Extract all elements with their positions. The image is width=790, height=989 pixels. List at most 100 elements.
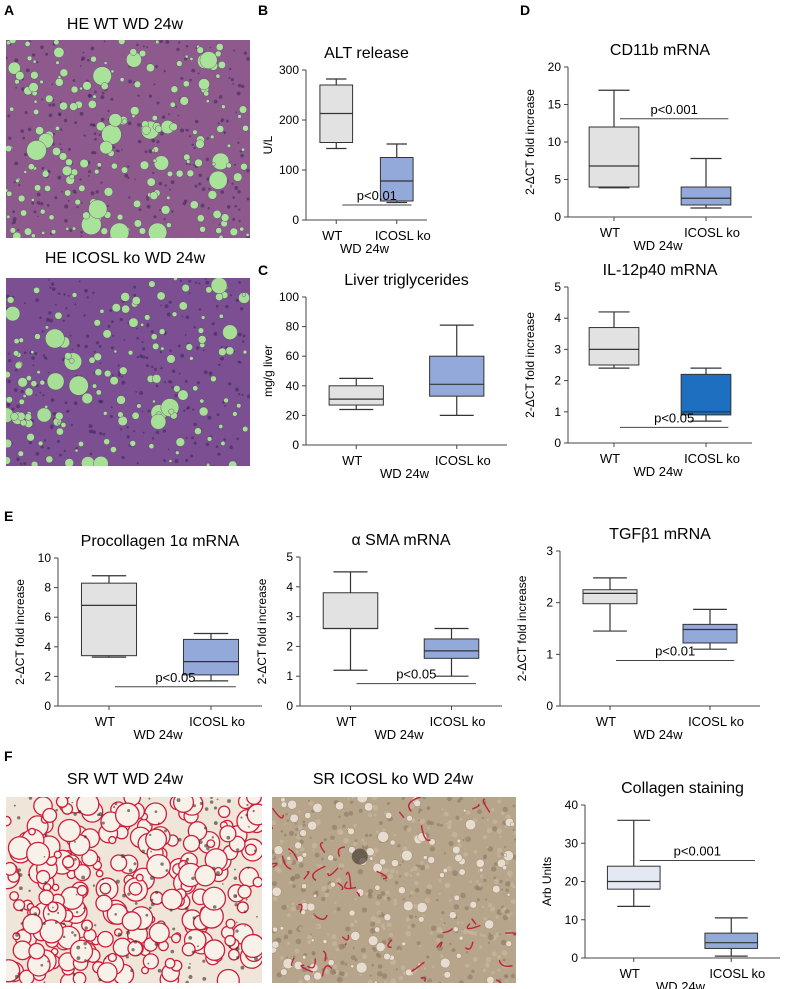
nucleus-dot	[231, 182, 234, 185]
fat-vacuole	[225, 918, 236, 929]
tissue-speck	[384, 980, 387, 983]
nucleus-dot	[54, 303, 57, 306]
nucleus-dot	[178, 372, 181, 375]
lipid-vacuole	[96, 162, 102, 168]
nucleus-dot	[102, 432, 106, 436]
nucleus-dot	[24, 302, 26, 305]
nucleus-dot	[147, 409, 151, 413]
p-value-label: p<0.001	[674, 843, 721, 858]
tissue-speck	[505, 979, 508, 983]
lipid-vacuole	[152, 342, 160, 350]
tissue-speck	[499, 835, 502, 838]
nucleus-dot	[88, 93, 92, 98]
fat-vacuole	[42, 807, 58, 823]
nucleus-dot	[223, 131, 226, 134]
nucleus-dot	[63, 449, 67, 453]
y-axis-label: 2-ΔCT fold increase	[255, 578, 269, 684]
nucleus-dot	[158, 181, 163, 186]
lipid-vacuole	[237, 114, 242, 119]
y-tick-label: 40	[286, 379, 300, 393]
tissue-speck	[465, 951, 469, 954]
nucleus-dot	[56, 439, 61, 443]
lipid-vacuole	[69, 174, 75, 180]
lipid-vacuole	[31, 198, 35, 202]
lipid-vacuole	[207, 190, 218, 200]
nucleus-dot	[146, 204, 151, 209]
lipid-vacuole	[238, 292, 250, 304]
nucleus-dot	[201, 187, 206, 192]
collagen-strand	[398, 811, 405, 818]
tissue-speck	[510, 882, 514, 887]
nucleus-dot	[48, 278, 50, 281]
tissue-speck	[354, 919, 358, 924]
lipid-vacuole	[82, 81, 92, 91]
tissue-speck	[451, 948, 456, 953]
lipid-vacuole	[120, 292, 130, 302]
nucleus-dot	[151, 437, 155, 440]
nucleus-dot	[61, 191, 63, 193]
nucleus-dot	[167, 380, 171, 384]
tissue-speck	[481, 905, 485, 909]
lipid-vacuole	[22, 394, 27, 398]
nucleus-dot	[238, 281, 241, 284]
tissue-speck	[495, 915, 499, 919]
fat-vacuole	[355, 961, 368, 974]
nucleus-dot	[127, 892, 131, 896]
nucleus-dot	[177, 41, 181, 44]
nucleus-dot	[98, 166, 101, 170]
tissue-speck	[505, 881, 511, 887]
box-wt	[606, 865, 661, 890]
nucleus-dot	[211, 322, 215, 326]
nucleus-dot	[228, 76, 231, 79]
tissue-speck	[302, 823, 306, 827]
lipid-vacuole	[242, 349, 248, 355]
nucleus-dot	[171, 369, 176, 373]
nucleus-dot	[84, 289, 87, 291]
tissue-speck	[352, 946, 355, 950]
lipid-vacuole	[121, 166, 128, 174]
nucleus-dot	[190, 454, 194, 458]
category-label: ICOSL ko	[430, 714, 486, 729]
fat-vacuole	[146, 853, 171, 879]
nucleus-dot	[24, 111, 28, 115]
nucleus-dot	[161, 115, 166, 119]
nucleus-dot	[71, 801, 74, 804]
lipid-vacuole	[131, 296, 141, 306]
tissue-speck	[426, 883, 433, 890]
nucleus-dot	[163, 459, 167, 463]
fat-vacuole	[403, 900, 414, 912]
lipid-vacuole	[206, 463, 211, 466]
collagen-strand	[300, 964, 314, 973]
lipid-vacuole	[194, 158, 203, 167]
nucleus-dot	[236, 91, 241, 96]
tissue-speck	[327, 933, 330, 936]
tissue-speck	[393, 834, 397, 837]
nucleus-dot	[149, 824, 152, 826]
tissue-speck	[353, 823, 357, 827]
tissue-speck	[332, 964, 338, 970]
category-label: ICOSL ko	[684, 225, 740, 240]
lipid-vacuole	[88, 199, 108, 219]
nucleus-dot	[59, 453, 62, 457]
nucleus-dot	[184, 906, 189, 911]
tissue-speck	[459, 818, 463, 821]
lipid-vacuole	[198, 406, 209, 417]
tissue-speck	[502, 958, 506, 962]
box-wt	[322, 592, 379, 630]
tissue-speck	[410, 868, 414, 872]
lipid-vacuole	[7, 296, 15, 304]
nucleus-dot	[193, 146, 196, 150]
nucleus-dot	[67, 294, 70, 297]
fat-vacuole	[73, 864, 91, 882]
nucleus-dot	[121, 375, 123, 378]
lipid-vacuole	[88, 100, 97, 109]
tissue-speck	[504, 975, 508, 979]
nucleus-dot	[117, 932, 122, 937]
nucleus-dot	[35, 452, 40, 456]
lipid-vacuole	[6, 438, 12, 449]
nucleus-dot	[155, 384, 159, 388]
lipid-vacuole	[151, 374, 162, 384]
tissue-speck	[415, 864, 418, 867]
fat-vacuole	[385, 811, 393, 819]
